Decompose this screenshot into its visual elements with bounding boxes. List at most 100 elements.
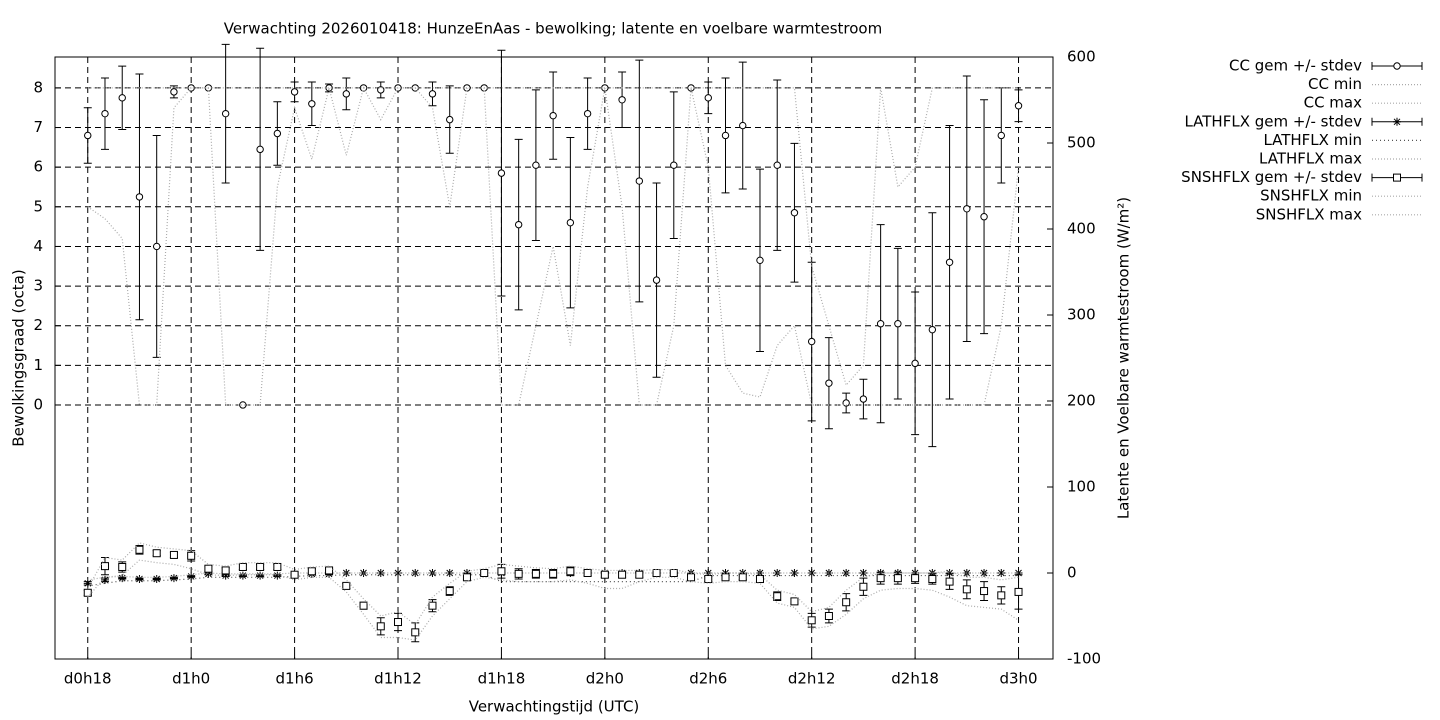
data-point [928, 325, 937, 334]
data-point [842, 569, 851, 577]
data-point [376, 622, 385, 631]
y2-tick-label: 0 [1067, 564, 1077, 582]
x-tick-label: d2h6 [689, 670, 727, 688]
legend-label: CC min [1308, 75, 1362, 93]
data-point [376, 569, 385, 577]
legend-label: LATHFLX min [1263, 131, 1362, 149]
x-tick-label: d1h0 [172, 670, 210, 688]
data-point [514, 569, 523, 578]
data-point [894, 320, 902, 328]
data-point [997, 569, 1006, 577]
data-point [945, 577, 954, 586]
data-point [945, 258, 954, 266]
data-point [704, 94, 712, 102]
x-axis-label: Verwachtingstijd (UTC) [469, 698, 640, 716]
y-tick-label: 3 [33, 277, 43, 295]
y-tick-label: 6 [33, 158, 43, 176]
data-point [394, 618, 403, 627]
y2-tick-label: 300 [1067, 306, 1096, 324]
series-line [87, 542, 1019, 626]
data-point [100, 575, 109, 584]
data-point [859, 569, 868, 577]
y2-tick-label: -100 [1067, 650, 1101, 668]
data-point [721, 569, 730, 577]
data-point [997, 131, 1005, 140]
data-point [308, 100, 316, 108]
data-point [118, 562, 127, 571]
data-point [945, 569, 954, 577]
data-point [842, 598, 851, 607]
data-point [325, 566, 334, 575]
data-point [790, 597, 799, 606]
data-point [83, 588, 92, 597]
legend-marker [1393, 173, 1401, 182]
y2-tick-label: 100 [1067, 478, 1096, 496]
data-point [549, 111, 557, 120]
data-point [704, 575, 713, 584]
data-point [497, 567, 506, 576]
data-point [290, 88, 299, 96]
data-point [462, 573, 471, 582]
legend-marker [1393, 62, 1401, 70]
data-point [238, 571, 247, 580]
data-point [635, 177, 644, 185]
data-point [290, 570, 299, 579]
data-point [532, 161, 540, 169]
data-point [825, 379, 833, 387]
data-point [273, 571, 282, 580]
data-point [445, 587, 454, 596]
chart-title: Verwachting 2026010418: HunzeEnAas - bew… [224, 20, 882, 38]
data-point [738, 573, 747, 582]
data-point [1014, 569, 1023, 577]
x-tick-label: d2h0 [586, 670, 624, 688]
data-point [807, 616, 816, 625]
data-point [325, 84, 333, 92]
data-point [342, 581, 351, 590]
data-point [135, 575, 144, 584]
data-point [1014, 102, 1023, 110]
legend-label: SNSHFLX min [1260, 187, 1362, 205]
data-point [876, 320, 885, 328]
x-tick-label: d2h18 [891, 670, 939, 688]
data-point [980, 213, 988, 221]
data-point [531, 569, 540, 578]
legend-label: SNSHFLX max [1256, 205, 1362, 223]
data-point [669, 569, 678, 577]
data-point [84, 131, 92, 140]
data-point [204, 564, 213, 573]
legend-label: LATHFLX gem +/- stdev [1184, 112, 1362, 130]
y-tick-label: 8 [33, 78, 43, 96]
data-point [583, 109, 592, 118]
x-tick-label: d0h18 [64, 670, 112, 688]
data-point [670, 161, 678, 169]
data-point [83, 579, 92, 588]
data-point [962, 585, 971, 594]
data-point [221, 109, 230, 118]
data-point [618, 570, 627, 579]
data-point [169, 574, 178, 583]
data-point [359, 601, 368, 610]
data-point [893, 574, 902, 583]
data-point [135, 545, 144, 554]
x-tick-label: d2h12 [788, 670, 836, 688]
data-point [652, 569, 661, 577]
legend-marker [1393, 117, 1401, 126]
data-point [911, 574, 920, 583]
data-point [1014, 587, 1023, 596]
y2-tick-label: 200 [1067, 392, 1096, 410]
data-point [152, 575, 161, 584]
y2-tick-label: 400 [1067, 220, 1096, 238]
data-point [618, 96, 626, 104]
data-point [273, 562, 282, 571]
data-point [911, 359, 919, 368]
data-point [480, 569, 489, 577]
series-line [87, 559, 1019, 641]
data-point [721, 573, 730, 582]
data-point [756, 256, 764, 265]
data-point [273, 129, 282, 138]
x-tick-label: d1h12 [374, 670, 422, 688]
data-point [446, 115, 454, 124]
data-point [773, 592, 782, 601]
plot-frame [54, 56, 1054, 660]
data-point [411, 628, 420, 637]
